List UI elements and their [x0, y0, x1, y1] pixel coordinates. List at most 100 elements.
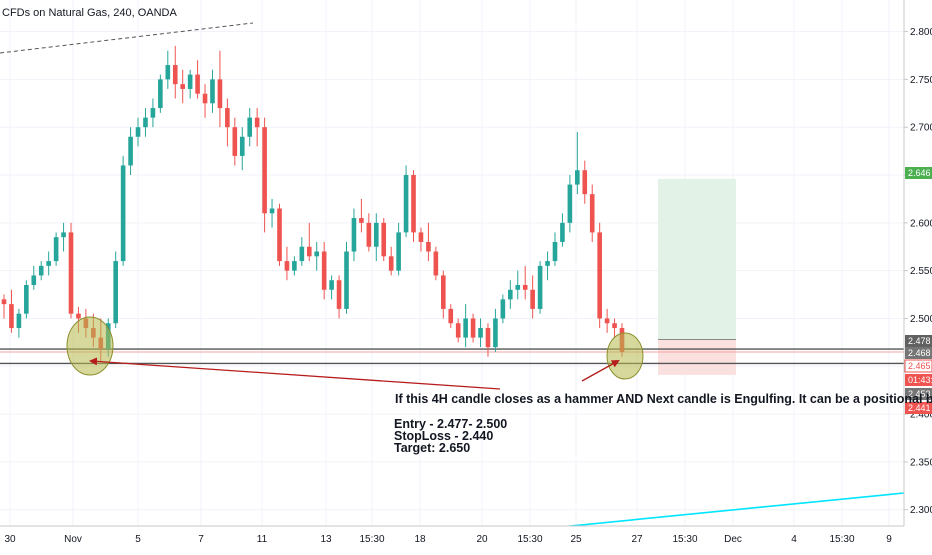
candle-body [306, 246, 312, 257]
candle-body [366, 222, 372, 247]
time-tick-label: 20 [476, 534, 488, 545]
candle-body [180, 84, 186, 89]
candle-body [239, 136, 245, 156]
candle-body [38, 265, 44, 276]
candle-body [493, 318, 498, 348]
candle-body [545, 261, 550, 266]
candle-body [232, 127, 238, 156]
price-badge-bg [905, 347, 932, 359]
candle-body [277, 208, 282, 262]
target-zone [658, 178, 736, 340]
candle-body [604, 318, 610, 324]
candle-body [351, 218, 357, 252]
candle-body [612, 323, 617, 329]
time-tick-label: 11 [257, 534, 268, 545]
candle-body [455, 323, 461, 338]
stop-zone [658, 339, 736, 375]
time-tick-label: 9 [886, 534, 892, 545]
price-tick-label: 2.350 [910, 457, 932, 468]
candle-body [68, 232, 74, 314]
candle-body [165, 65, 171, 80]
drawing-lines [0, 22, 905, 531]
time-tick-label: Dec [724, 534, 742, 545]
candle-body [433, 251, 439, 276]
price-badge-bg [905, 402, 932, 414]
candle-body [485, 328, 491, 348]
candle-body [448, 308, 454, 324]
highlight-ellipse-right [606, 332, 644, 380]
candle-body [597, 232, 602, 319]
candle-body [113, 261, 118, 324]
price-tick-label: 2.400 [910, 410, 932, 421]
price-badges: 2.646 2.478 2.468 2.465 01:43:5 2.453 2.441 [904, 167, 932, 414]
candle-body [217, 79, 223, 109]
price-badge-label: 2.478 [908, 336, 931, 346]
price-tick-label: 2.300 [910, 505, 932, 516]
price-badge-bg [905, 167, 932, 179]
candle-body [403, 175, 409, 233]
time-tick-label: 13 [320, 534, 332, 545]
price-tick-label: 2.800 [910, 27, 932, 38]
price-badge-label: 2.465 [908, 361, 931, 371]
candle-body [522, 284, 528, 290]
candle-body [388, 256, 394, 271]
price-tick-label: 2.700 [910, 123, 932, 134]
time-tick-label: 15:30 [517, 534, 542, 545]
time-tick-label: 18 [414, 534, 426, 545]
time-scale-labels: 30 Nov 5 7 11 13 15:30 18 20 15:30 25 27 15:30 Dec 4 15… [4, 534, 892, 545]
candle-body [1, 299, 7, 305]
candle-body [262, 127, 267, 214]
candle-body [292, 261, 297, 271]
candle-body [552, 241, 558, 262]
price-badge-bg [905, 335, 932, 347]
candle-body [396, 232, 401, 271]
candle-body [24, 284, 29, 314]
candle-body [530, 289, 535, 309]
candle-body [158, 79, 163, 109]
time-tick-label: 30 [4, 534, 16, 545]
time-tick-label: 27 [631, 534, 643, 545]
candle-body [187, 74, 193, 89]
candle-body [478, 328, 483, 338]
price-badge-bg [905, 374, 932, 386]
time-tick-label: 15:30 [359, 534, 384, 545]
resistance-trendline [0, 22, 254, 54]
candle-body [46, 261, 51, 266]
candle-body [500, 299, 506, 319]
candle-body [381, 222, 387, 257]
time-scale-bg[interactable] [0, 526, 932, 550]
highlight-ellipses [66, 316, 644, 380]
candle-body [247, 117, 253, 137]
candle-body [589, 194, 595, 233]
time-tick-label: 7 [198, 534, 204, 545]
candle-body [9, 304, 14, 329]
price-badge-label: 2.646 [908, 168, 931, 178]
candle-body [411, 175, 416, 233]
candle-body [426, 241, 431, 252]
candle-body [329, 280, 334, 290]
candle-body [314, 251, 320, 257]
candle-body [150, 108, 156, 118]
candle-body [210, 79, 215, 104]
arrow-to-right-ellipse [581, 360, 620, 382]
price-badge-label: 2.468 [908, 348, 931, 358]
price-scale-bg[interactable] [904, 0, 932, 526]
candle-body [76, 313, 81, 319]
candle-body [537, 265, 543, 309]
candle-body [560, 222, 565, 242]
price-tick-label: 2.600 [910, 218, 932, 229]
candle-body [269, 208, 275, 214]
annotation-entry: Entry - 2.477- 2.500 [394, 417, 507, 431]
candle-body [202, 93, 208, 104]
candle-body [16, 313, 22, 329]
candle-body [440, 275, 446, 309]
annotation-target: Target: 2.650 [394, 441, 470, 455]
candle-body [463, 318, 468, 338]
candle-body [254, 117, 260, 128]
price-tick-label: 2.750 [910, 75, 932, 86]
candle-body [120, 165, 126, 262]
candle-body [344, 251, 349, 309]
candle-body [321, 251, 327, 290]
